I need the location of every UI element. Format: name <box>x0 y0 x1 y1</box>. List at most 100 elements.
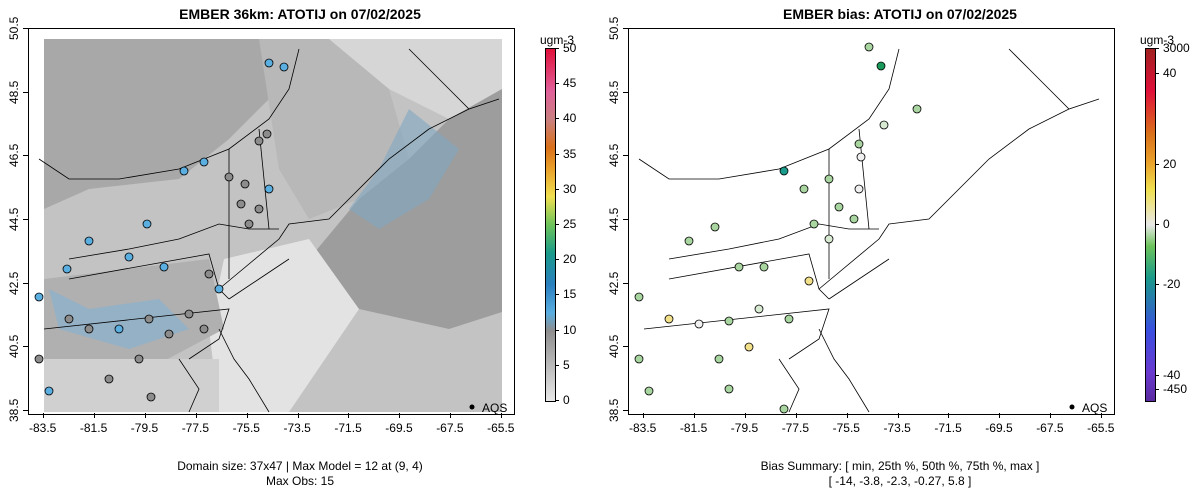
obs-point[interactable] <box>64 314 74 324</box>
cbar-label: 5 <box>563 357 570 372</box>
right-bias-points <box>634 42 922 414</box>
obs-point[interactable] <box>262 129 272 139</box>
bias-point[interactable] <box>879 120 889 130</box>
obs-point[interactable] <box>84 236 94 246</box>
cbar-tick <box>555 364 559 366</box>
cbar-tick <box>1155 48 1159 49</box>
cbar-label: 35 <box>563 146 577 161</box>
y-tick-label: 40.5 <box>607 334 621 359</box>
bias-point[interactable] <box>809 219 819 229</box>
obs-point[interactable] <box>146 392 156 402</box>
bias-point[interactable] <box>784 314 794 324</box>
obs-point[interactable] <box>264 58 274 68</box>
bias-point[interactable] <box>759 262 769 272</box>
y-tick <box>23 218 28 220</box>
obs-point[interactable] <box>199 157 209 167</box>
obs-point[interactable] <box>199 324 209 334</box>
bias-point[interactable] <box>684 236 694 246</box>
obs-point[interactable] <box>224 172 234 182</box>
bias-point[interactable] <box>634 354 644 364</box>
obs-point[interactable] <box>142 219 152 229</box>
bias-point[interactable] <box>694 319 704 329</box>
bias-point[interactable] <box>644 386 654 396</box>
bias-point[interactable] <box>834 202 844 212</box>
obs-point[interactable] <box>184 309 194 319</box>
obs-point[interactable] <box>236 199 246 209</box>
great-lakes-shore <box>68 223 279 260</box>
obs-point[interactable] <box>179 166 189 176</box>
y-tick <box>623 282 628 284</box>
right-map-plot[interactable] <box>628 28 1115 415</box>
obs-point[interactable] <box>254 204 264 214</box>
x-tick <box>501 413 503 418</box>
left-aqs-legend: AQS <box>482 401 508 415</box>
obs-point[interactable] <box>44 386 54 396</box>
md-va-border <box>778 358 800 413</box>
bias-point[interactable] <box>864 42 874 52</box>
bias-point[interactable] <box>664 314 674 324</box>
y-tick-label: 50.5 <box>607 16 621 40</box>
long-island <box>228 258 290 300</box>
obs-point[interactable] <box>124 252 134 262</box>
obs-point[interactable] <box>240 179 250 189</box>
obs-point[interactable] <box>214 284 224 294</box>
bias-point[interactable] <box>714 354 724 364</box>
x-tick <box>643 413 644 418</box>
bias-point[interactable] <box>854 139 864 149</box>
bias-point[interactable] <box>724 316 734 326</box>
obs-point[interactable] <box>164 329 174 339</box>
bias-point[interactable] <box>824 174 834 184</box>
obs-point[interactable] <box>144 314 154 324</box>
bias-point[interactable] <box>779 404 789 414</box>
y-tick <box>623 27 628 29</box>
obs-point[interactable] <box>34 292 44 302</box>
obs-point[interactable] <box>264 184 274 194</box>
bias-point[interactable] <box>634 292 644 302</box>
cbar-label: -20 <box>1163 276 1181 291</box>
aqs-legend-dot <box>469 404 475 410</box>
obs-point[interactable] <box>204 269 214 279</box>
obs-point[interactable] <box>134 354 144 364</box>
x-tick <box>744 413 746 418</box>
cbar-tick <box>555 188 559 190</box>
right-boundaries <box>638 48 1100 413</box>
bias-point[interactable] <box>724 384 734 394</box>
bias-point[interactable] <box>799 184 809 194</box>
new-england-coast <box>818 108 1070 290</box>
bias-point[interactable] <box>804 276 814 286</box>
y-tick <box>623 218 628 220</box>
y-tick <box>23 410 28 411</box>
cbar-tick <box>555 259 559 261</box>
obs-point[interactable] <box>279 62 289 72</box>
bias-point[interactable] <box>754 304 764 314</box>
x-tick-label: -75.5 <box>232 421 260 435</box>
obs-point[interactable] <box>104 374 114 384</box>
bias-point[interactable] <box>744 342 754 352</box>
obs-point[interactable] <box>114 324 124 334</box>
long-island <box>828 258 890 300</box>
grid-mid-region-ne <box>259 39 409 219</box>
obs-point[interactable] <box>34 354 44 364</box>
obs-point[interactable] <box>244 219 254 229</box>
y-tick <box>623 346 628 348</box>
left-map-plot[interactable] <box>28 28 515 415</box>
bias-point[interactable] <box>734 262 744 272</box>
x-tick <box>246 413 248 418</box>
bias-point[interactable] <box>912 104 922 114</box>
x-tick <box>195 413 197 418</box>
bias-point[interactable] <box>779 166 789 176</box>
cbar-label: -450 <box>1163 382 1188 397</box>
bias-point[interactable] <box>876 61 886 71</box>
bias-point[interactable] <box>856 152 866 162</box>
obs-point[interactable] <box>159 262 169 272</box>
right-aqs-legend: AQS <box>1082 401 1108 415</box>
bias-point[interactable] <box>710 222 720 232</box>
left-cbar-units: ugm-3 <box>540 33 575 47</box>
obs-point[interactable] <box>62 264 72 274</box>
obs-point[interactable] <box>254 136 264 146</box>
x-tick <box>897 413 899 418</box>
bias-point[interactable] <box>854 184 864 194</box>
bias-point[interactable] <box>824 234 834 244</box>
bias-point[interactable] <box>849 214 859 224</box>
obs-point[interactable] <box>84 324 94 334</box>
